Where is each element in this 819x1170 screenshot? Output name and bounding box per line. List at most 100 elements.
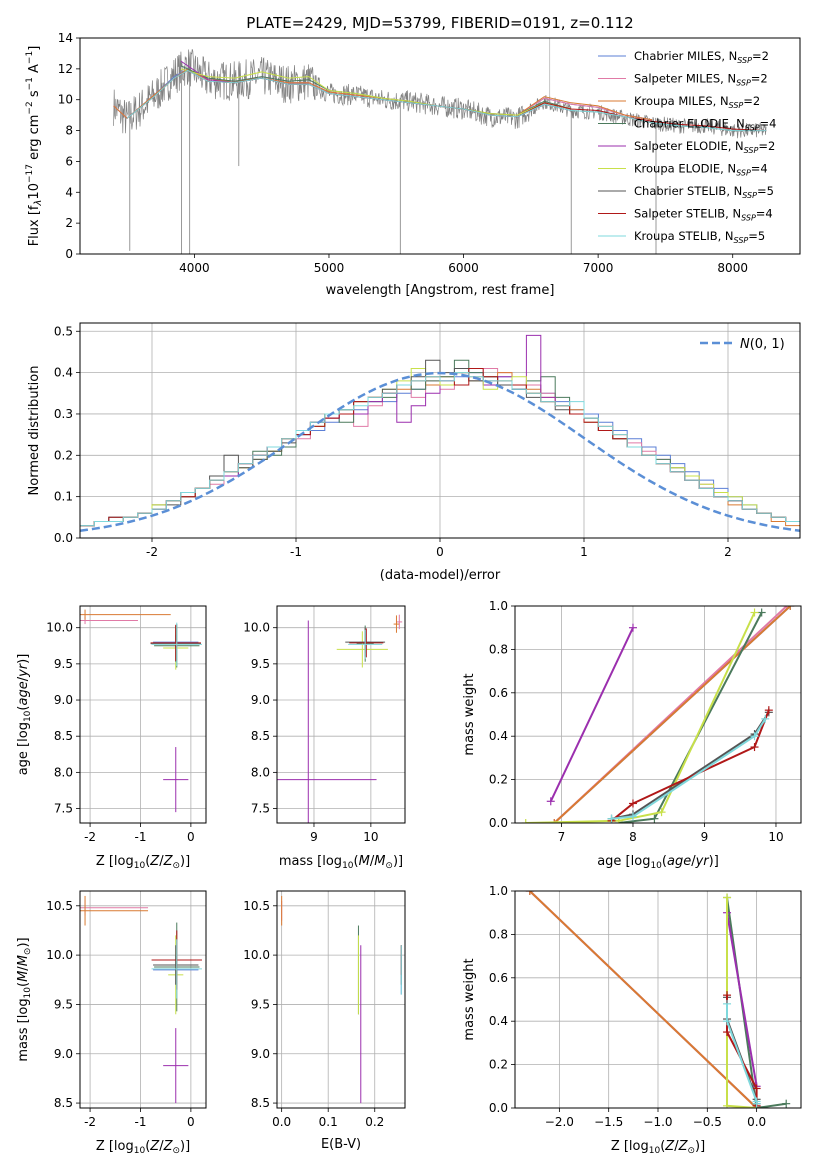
x-tick-label: 10 [768,830,783,844]
y-tick-label: 9.0 [54,693,73,707]
y-tick-label: 7.5 [251,802,270,816]
x-tick-label: 0.1 [319,1115,338,1129]
y-tick-label: 10.0 [243,621,270,635]
legend-entry-8: Kroupa STELIB, NSSP=5 [634,229,765,245]
y-tick-label: 8.5 [251,1096,270,1110]
y-tick-label: 10 [58,93,73,107]
y-tick-label: 9.0 [54,1047,73,1061]
axes-frame [79,322,801,539]
x-tick-label: 9 [701,830,709,844]
x-tick-label: 2 [724,545,732,559]
y-tick-label: 9.5 [54,657,73,671]
y-tick-label: 0.1 [54,490,73,504]
legend-entry-4: Salpeter ELODIE, NSSP=2 [634,139,775,155]
x-tick-label: 9 [310,830,318,844]
x-tick-label: -2 [84,1115,96,1129]
legend-entry-5: Kroupa ELODIE, NSSP=4 [634,162,768,178]
y-tick-label: 8.0 [251,765,270,779]
model-curve-8 [126,69,767,132]
errorbars [80,609,202,813]
axes-frame [79,890,207,1109]
y-tick-label: 9.5 [251,997,270,1011]
spectrum-legend: Chabrier MILES, NSSP=2 Salpeter MILES, NS… [598,49,776,245]
y-tick-label: 8.5 [54,729,73,743]
y-axis-label: mass [log10(M/M⊙)] [16,937,33,1061]
model-curve-2 [113,68,653,121]
axes-frame [514,890,802,1109]
y-tick-label: 10.0 [243,948,270,962]
legend-entry-2: Kroupa MILES, NSSP=2 [634,94,760,110]
figure-title: PLATE=2429, MJD=53799, FIBERID=0191, z=0… [246,14,633,32]
x-tick-label: 7 [558,830,566,844]
x-tick-label: 8 [629,830,637,844]
y-tick-label: 0.6 [489,686,508,700]
spectrum-lines [113,38,767,254]
x-tick-label: -2 [146,545,158,559]
x-axis-label: (data-model)/error [380,568,501,583]
axes-frame [276,890,406,1109]
legend-entry-normal: N(0, 1) [740,337,785,352]
x-axis-label: age [log10(age/yr)] [597,854,719,871]
age-vs-mass-panel: 9 10 7.5 8.0 8.5 9.0 9.5 10.0 mass [log10(M/M⊙)] [243,605,406,871]
y-tick-label: 0.0 [489,1101,508,1115]
y-tick-label: 8 [65,124,73,138]
x-tick-label: -2 [84,830,96,844]
legend-entry-3: Chabrier ELODIE, NSSP=4 [634,117,776,133]
y-tick-label: 0.2 [54,448,73,462]
x-tick-label: 8000 [717,261,748,275]
weight-line-2 [553,606,791,823]
x-tick-label: 0.0 [747,1115,766,1129]
y-tick-label: 9.5 [54,997,73,1011]
x-tick-label: 0.2 [365,1115,384,1129]
normal-reference-curve [80,371,800,533]
axes-frame [276,605,406,824]
y-tick-label: 0.8 [489,927,508,941]
weight-lines [521,606,795,823]
model-curve-5 [180,68,572,116]
legend-entry-7: Salpeter STELIB, NSSP=4 [634,207,773,223]
errorbars [277,614,403,823]
x-axis-label: Z [log10(Z/Z⊙)] [96,1139,190,1156]
mass-vs-ebv-panel: 0.0 0.1 0.2 8.5 9.0 9.5 10.0 10.5 E(B-V) [243,890,406,1152]
x-tick-label: 6000 [448,261,479,275]
legend-entry-6: Chabrier STELIB, NSSP=5 [634,184,774,200]
x-axis-label: Z [log10(Z/Z⊙)] [611,1139,705,1156]
errorbars [80,895,202,1104]
axes-frame [514,605,802,824]
y-tick-label: 8.5 [54,1096,73,1110]
y-tick-label: 0.0 [489,816,508,830]
y-tick-label: 9.0 [251,693,270,707]
y-tick-label: 7.5 [54,802,73,816]
x-tick-label: 0 [187,1115,195,1129]
x-tick-label: 0.0 [272,1115,291,1129]
y-tick-label: 0.8 [489,642,508,656]
y-tick-label: 0.4 [489,729,508,743]
y-tick-label: 0.6 [489,971,508,985]
histogram-lines [80,334,800,538]
y-tick-label: 0.3 [54,407,73,421]
x-tick-label: −1.5 [594,1115,623,1129]
y-tick-label: 6 [65,154,73,168]
mass-weight-vs-age-panel: 7 8 9 10 0.0 0.2 0.4 0.6 0.8 1.0 mass weight age [l… [462,599,802,871]
x-tick-label: 0 [436,545,444,559]
y-tick-label: 1.0 [489,884,508,898]
y-tick-label: 4 [65,185,73,199]
y-tick-label: 0.4 [54,366,73,380]
x-tick-label: −0.5 [693,1115,722,1129]
y-tick-label: 0.2 [489,773,508,787]
panels-layer: 4000 5000 6000 7000 800002468101214wavelengt… [16,31,802,1156]
x-tick-label: -1 [134,830,146,844]
y-axis-label: Flux [fλ10−17 erg cm−2 s−1 A−1] [25,46,44,247]
y-tick-label: 0.0 [54,531,73,545]
x-tick-label: 1 [580,545,588,559]
y-tick-label: 10.0 [46,948,73,962]
x-axis-label: Z [log10(Z/Z⊙)] [96,854,190,871]
mass-vs-metallicity-panel: -2 -1 0 8.5 9.0 9.5 10.0 10.5 Z [log10(Z/Z⊙)] mas… [16,890,207,1156]
y-tick-label: 2 [65,216,73,230]
age-vs-metallicity-panel: -2 -1 0 7.5 8.0 8.5 9.0 9.5 10.0 Z [log10(Z/Z⊙)] a… [16,605,207,871]
x-tick-label: 7000 [583,261,614,275]
histogram-8 [80,372,800,538]
x-tick-label: −1.0 [643,1115,672,1129]
errorbars [281,895,402,1104]
